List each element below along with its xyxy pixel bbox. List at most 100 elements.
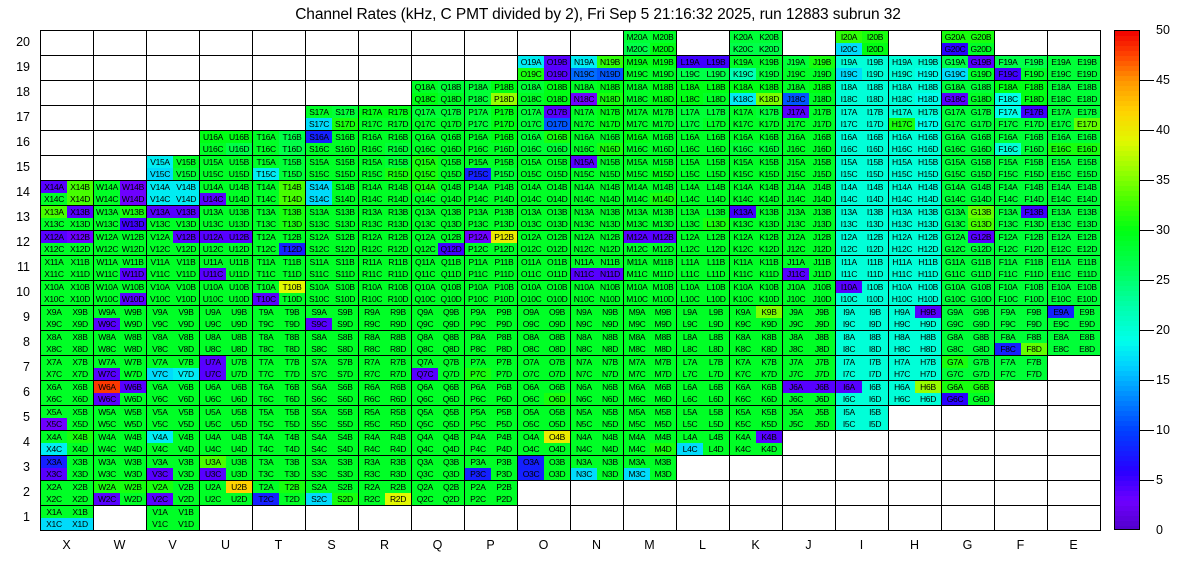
pmt-channel-cell[interactable]: Q6A xyxy=(412,381,438,393)
pmt-channel-cell[interactable] xyxy=(544,493,570,505)
pmt-channel-cell[interactable]: N6B xyxy=(597,381,623,393)
detector-tower-cell[interactable]: K16A K16B K16C K16D xyxy=(729,130,783,156)
detector-tower-cell[interactable]: O3A O3B O3C O3D xyxy=(517,455,571,481)
pmt-channel-cell[interactable]: J16D xyxy=(809,143,835,155)
pmt-channel-cell[interactable]: M13A xyxy=(624,206,650,218)
pmt-channel-cell[interactable] xyxy=(41,131,67,143)
pmt-channel-cell[interactable]: P5D xyxy=(491,418,517,430)
detector-tower-cell[interactable]: L8A L8B L8C L8D xyxy=(676,330,730,356)
pmt-channel-cell[interactable]: F9C xyxy=(995,318,1021,330)
pmt-channel-cell[interactable]: K8A xyxy=(730,331,756,343)
pmt-channel-cell[interactable]: O14B xyxy=(544,181,570,193)
pmt-channel-cell[interactable] xyxy=(624,481,650,493)
pmt-channel-cell[interactable]: P8A xyxy=(465,331,491,343)
pmt-channel-cell[interactable]: W6A xyxy=(94,381,120,393)
pmt-channel-cell[interactable]: X9D xyxy=(67,318,93,330)
pmt-channel-cell[interactable]: L18B xyxy=(703,81,729,93)
pmt-channel-cell[interactable]: T10C xyxy=(253,293,279,305)
pmt-channel-cell[interactable] xyxy=(889,431,915,443)
pmt-channel-cell[interactable]: R14A xyxy=(359,181,385,193)
pmt-channel-cell[interactable] xyxy=(226,56,252,68)
pmt-channel-cell[interactable]: W9A xyxy=(94,306,120,318)
pmt-channel-cell[interactable] xyxy=(942,456,968,468)
pmt-channel-cell[interactable] xyxy=(1048,43,1074,55)
pmt-channel-cell[interactable]: N17A xyxy=(571,106,597,118)
pmt-channel-cell[interactable]: I20D xyxy=(862,43,888,55)
pmt-channel-cell[interactable]: K11B xyxy=(756,256,782,268)
pmt-channel-cell[interactable]: X6C xyxy=(41,393,67,405)
pmt-channel-cell[interactable]: V5D xyxy=(173,418,199,430)
pmt-channel-cell[interactable]: F7C xyxy=(995,368,1021,380)
pmt-channel-cell[interactable]: V14C xyxy=(147,193,173,205)
pmt-channel-cell[interactable]: R8D xyxy=(385,343,411,355)
detector-tower-cell[interactable]: P12A P12B P12C P12D xyxy=(464,230,518,256)
pmt-channel-cell[interactable]: I7D xyxy=(862,368,888,380)
pmt-channel-cell[interactable]: U16B xyxy=(226,131,252,143)
detector-tower-cell[interactable]: X5A X5B X5C X5D xyxy=(40,405,94,431)
detector-tower-cell[interactable]: T4A T4B T4C T4D xyxy=(252,430,306,456)
pmt-channel-cell[interactable]: V9D xyxy=(173,318,199,330)
pmt-channel-cell[interactable] xyxy=(915,456,941,468)
pmt-channel-cell[interactable] xyxy=(1074,31,1100,43)
detector-tower-cell[interactable]: S11A S11B S11C S11D xyxy=(305,255,359,281)
detector-tower-cell[interactable] xyxy=(570,30,624,56)
detector-tower-cell[interactable] xyxy=(782,505,836,531)
pmt-channel-cell[interactable]: N13D xyxy=(597,218,623,230)
pmt-channel-cell[interactable]: S6B xyxy=(332,381,358,393)
pmt-channel-cell[interactable]: R15B xyxy=(385,156,411,168)
pmt-channel-cell[interactable]: L7A xyxy=(677,356,703,368)
detector-tower-cell[interactable]: H15A H15B H15C H15D xyxy=(888,155,942,181)
pmt-channel-cell[interactable]: S8A xyxy=(306,331,332,343)
pmt-channel-cell[interactable]: J18C xyxy=(783,93,809,105)
pmt-channel-cell[interactable]: O5A xyxy=(518,406,544,418)
pmt-channel-cell[interactable]: G10A xyxy=(942,281,968,293)
pmt-channel-cell[interactable]: H12B xyxy=(915,231,941,243)
detector-tower-cell[interactable]: H17A H17B H17C H17D xyxy=(888,105,942,131)
detector-tower-cell[interactable]: K17A K17B K17C K17D xyxy=(729,105,783,131)
pmt-channel-cell[interactable] xyxy=(67,156,93,168)
detector-tower-cell[interactable] xyxy=(782,455,836,481)
pmt-channel-cell[interactable]: U12A xyxy=(200,231,226,243)
pmt-channel-cell[interactable]: Q10A xyxy=(412,281,438,293)
pmt-channel-cell[interactable]: Q8B xyxy=(438,331,464,343)
pmt-channel-cell[interactable] xyxy=(1021,393,1047,405)
pmt-channel-cell[interactable]: Q2C xyxy=(412,493,438,505)
pmt-channel-cell[interactable]: M20B xyxy=(650,31,676,43)
pmt-channel-cell[interactable] xyxy=(889,481,915,493)
pmt-channel-cell[interactable]: U7C xyxy=(200,368,226,380)
pmt-channel-cell[interactable] xyxy=(67,143,93,155)
detector-tower-cell[interactable]: Q5A Q5B Q5C Q5D xyxy=(411,405,465,431)
pmt-channel-cell[interactable]: R17B xyxy=(385,106,411,118)
pmt-channel-cell[interactable]: T8B xyxy=(279,331,305,343)
pmt-channel-cell[interactable] xyxy=(677,481,703,493)
pmt-channel-cell[interactable]: R2B xyxy=(385,481,411,493)
pmt-channel-cell[interactable]: Q12A xyxy=(412,231,438,243)
pmt-channel-cell[interactable]: M9C xyxy=(624,318,650,330)
pmt-channel-cell[interactable] xyxy=(597,493,623,505)
pmt-channel-cell[interactable]: V13D xyxy=(173,218,199,230)
pmt-channel-cell[interactable]: V12C xyxy=(147,243,173,255)
pmt-channel-cell[interactable] xyxy=(200,93,226,105)
detector-tower-cell[interactable]: M16A M16B M16C M16D xyxy=(623,130,677,156)
detector-tower-cell[interactable]: O17A O17B O17C O17D xyxy=(517,105,571,131)
detector-tower-cell[interactable]: S17A S17B S17C S17D xyxy=(305,105,359,131)
pmt-channel-cell[interactable]: F14C xyxy=(995,193,1021,205)
pmt-channel-cell[interactable]: I19C xyxy=(836,68,862,80)
pmt-channel-cell[interactable]: T10D xyxy=(279,293,305,305)
pmt-channel-cell[interactable]: I5C xyxy=(836,418,862,430)
detector-tower-cell[interactable]: M20A M20B M20C M20D xyxy=(623,30,677,56)
pmt-channel-cell[interactable]: M13B xyxy=(650,206,676,218)
detector-tower-cell[interactable] xyxy=(888,430,942,456)
pmt-channel-cell[interactable]: F14B xyxy=(1021,181,1047,193)
pmt-channel-cell[interactable]: S8B xyxy=(332,331,358,343)
detector-tower-cell[interactable]: R8A R8B R8C R8D xyxy=(358,330,412,356)
pmt-channel-cell[interactable]: U14D xyxy=(226,193,252,205)
pmt-channel-cell[interactable] xyxy=(544,518,570,530)
pmt-channel-cell[interactable]: I15D xyxy=(862,168,888,180)
pmt-channel-cell[interactable]: R3A xyxy=(359,456,385,468)
detector-tower-cell[interactable]: K8A K8B K8C K8D xyxy=(729,330,783,356)
detector-tower-cell[interactable] xyxy=(1047,355,1101,381)
pmt-channel-cell[interactable]: X13C xyxy=(41,218,67,230)
pmt-channel-cell[interactable]: K14C xyxy=(730,193,756,205)
pmt-channel-cell[interactable]: W5B xyxy=(120,406,146,418)
